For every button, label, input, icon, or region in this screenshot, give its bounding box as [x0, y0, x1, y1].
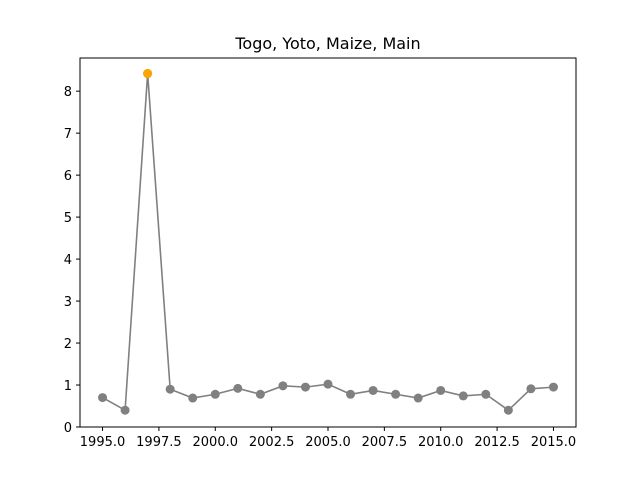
y-tick-label: 6 — [64, 169, 72, 184]
data-point — [391, 389, 401, 399]
x-tick-label: 2005.0 — [305, 435, 351, 450]
x-tick-label: 2000.0 — [193, 435, 239, 450]
y-tick-label: 4 — [64, 253, 72, 268]
data-point — [346, 389, 356, 399]
data-point — [323, 379, 333, 389]
y-axis: 0 1 2 3 4 5 6 7 8 — [64, 85, 80, 436]
data-point — [300, 382, 310, 392]
y-tick-label: 0 — [64, 421, 72, 436]
x-tick-label: 1995.0 — [80, 435, 126, 450]
x-tick-label: 2015.0 — [531, 435, 577, 450]
y-tick-label: 1 — [64, 379, 72, 394]
data-point — [526, 384, 536, 394]
data-point — [210, 389, 220, 399]
y-tick-label: 8 — [64, 85, 72, 100]
chart-title: Togo, Yoto, Maize, Main — [234, 34, 420, 53]
data-point — [436, 385, 446, 395]
x-tick-label: 2012.5 — [474, 435, 520, 450]
data-point — [98, 393, 108, 403]
data-point — [413, 393, 423, 403]
y-tick-label: 5 — [64, 211, 72, 226]
data-point — [481, 389, 491, 399]
x-axis: 1995.0 1997.5 2000.0 2002.5 2005.0 2007.5 2010… — [80, 427, 576, 450]
x-tick-label: 2007.5 — [362, 435, 408, 450]
data-point — [278, 381, 288, 391]
data-point — [165, 384, 175, 394]
data-point — [120, 405, 130, 415]
data-point — [255, 389, 265, 399]
data-point — [458, 391, 468, 401]
plot-area-frame — [79, 57, 577, 428]
data-point — [368, 385, 378, 395]
data-point — [548, 382, 558, 392]
x-tick-label: 2002.5 — [249, 435, 295, 450]
data-point — [503, 405, 513, 415]
y-tick-label: 3 — [64, 295, 72, 310]
series-layer — [98, 69, 558, 415]
data-point — [188, 393, 198, 403]
y-tick-label: 7 — [64, 127, 72, 142]
x-tick-label: 1997.5 — [136, 435, 182, 450]
y-tick-label: 2 — [64, 337, 72, 352]
highlighted-data-point — [143, 69, 153, 79]
x-tick-label: 2010.0 — [418, 435, 464, 450]
data-point — [233, 383, 243, 393]
